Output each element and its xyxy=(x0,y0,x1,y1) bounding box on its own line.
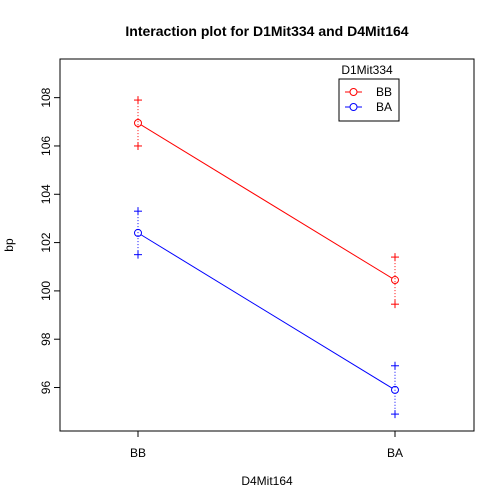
y-tick-label: 108 xyxy=(39,87,53,107)
y-tick-label: 98 xyxy=(39,332,53,346)
limit-marker xyxy=(134,96,142,105)
limit-marker xyxy=(391,361,399,370)
mean-point xyxy=(134,119,142,128)
series-ba xyxy=(134,207,399,419)
y-tick-label: 100 xyxy=(39,281,53,301)
limit-marker xyxy=(391,300,399,309)
limit-marker xyxy=(134,207,142,216)
y-tick-label: 104 xyxy=(39,184,53,204)
series-line xyxy=(140,124,393,279)
legend-entry-bb: BB xyxy=(345,85,392,99)
y-tick-label: 96 xyxy=(39,381,53,395)
series-bb xyxy=(134,96,399,309)
x-axis-label: D4Mit164 xyxy=(241,474,293,488)
x-axis: BB BA xyxy=(130,430,403,460)
limit-marker xyxy=(391,253,399,262)
legend-marker xyxy=(349,103,358,111)
mean-point xyxy=(391,385,399,394)
limit-marker xyxy=(134,141,142,150)
legend-entry-ba: BA xyxy=(345,100,392,114)
plot-frame xyxy=(59,58,475,432)
legend-label: BB xyxy=(376,85,392,99)
series-layer xyxy=(134,96,399,419)
limit-marker xyxy=(134,250,142,259)
legend-marker xyxy=(349,88,358,96)
chart-title: Interaction plot for D1Mit334 and D4Mit1… xyxy=(125,23,408,39)
y-axis: 96 98 100 102 104 106 108 xyxy=(39,87,61,395)
mean-point xyxy=(391,276,399,285)
legend-box xyxy=(338,78,400,122)
limit-marker xyxy=(391,410,399,419)
x-tick-label: BA xyxy=(387,446,403,460)
mean-point xyxy=(134,228,142,237)
y-axis-label: bp xyxy=(2,238,16,252)
series-line xyxy=(140,234,393,389)
y-tick-label: 106 xyxy=(39,136,53,156)
legend-label: BA xyxy=(376,100,392,114)
legend-title: D1Mit334 xyxy=(341,63,393,77)
y-tick-label: 102 xyxy=(39,232,53,252)
x-tick-label: BB xyxy=(130,446,146,460)
